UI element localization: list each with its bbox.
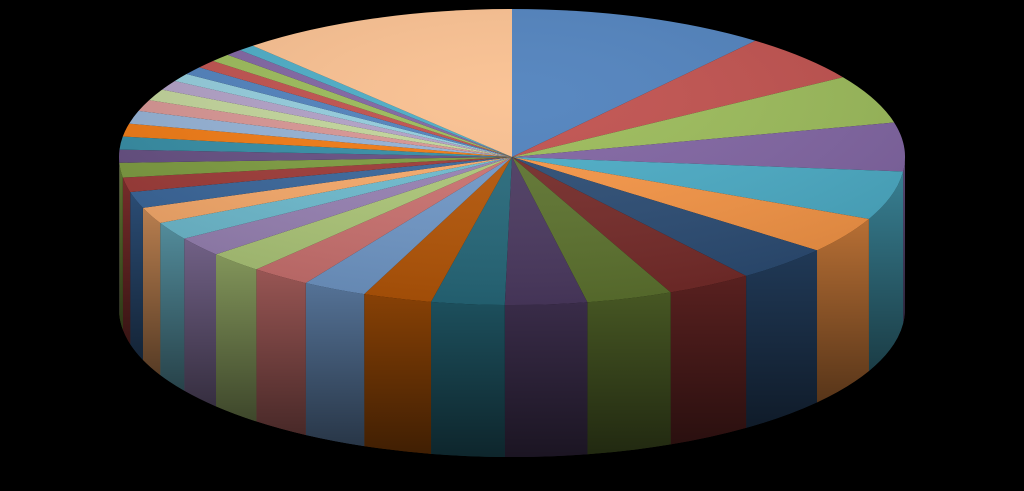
pie-slice-side-shade-8 bbox=[670, 275, 747, 445]
pie-slice-side-shade-7 bbox=[746, 250, 818, 428]
pie-slice-side-shade-14 bbox=[256, 269, 306, 435]
pie-slice-side-shade-21 bbox=[119, 162, 123, 330]
pie-slice-side-shade-18 bbox=[142, 207, 161, 375]
pie-slice-side-shade-16 bbox=[184, 238, 217, 407]
pie-slice-side-shade-19 bbox=[130, 192, 143, 360]
pie-slice-side-shade-9 bbox=[587, 292, 671, 455]
pie-slice-side-shade-20 bbox=[122, 177, 131, 345]
pie-slice-side-shade-15 bbox=[216, 254, 257, 422]
pie-slice-side-shade-11 bbox=[431, 301, 505, 457]
pie-slice-side-shade-13 bbox=[305, 282, 365, 447]
pie-top-slices bbox=[119, 9, 906, 305]
pie-slice-side-shade-4 bbox=[903, 157, 905, 324]
pie-slice-side-shade-17 bbox=[160, 222, 185, 391]
pie-slice-side-shade-10 bbox=[504, 302, 588, 458]
pie-slice-side-shade-12 bbox=[364, 294, 432, 454]
